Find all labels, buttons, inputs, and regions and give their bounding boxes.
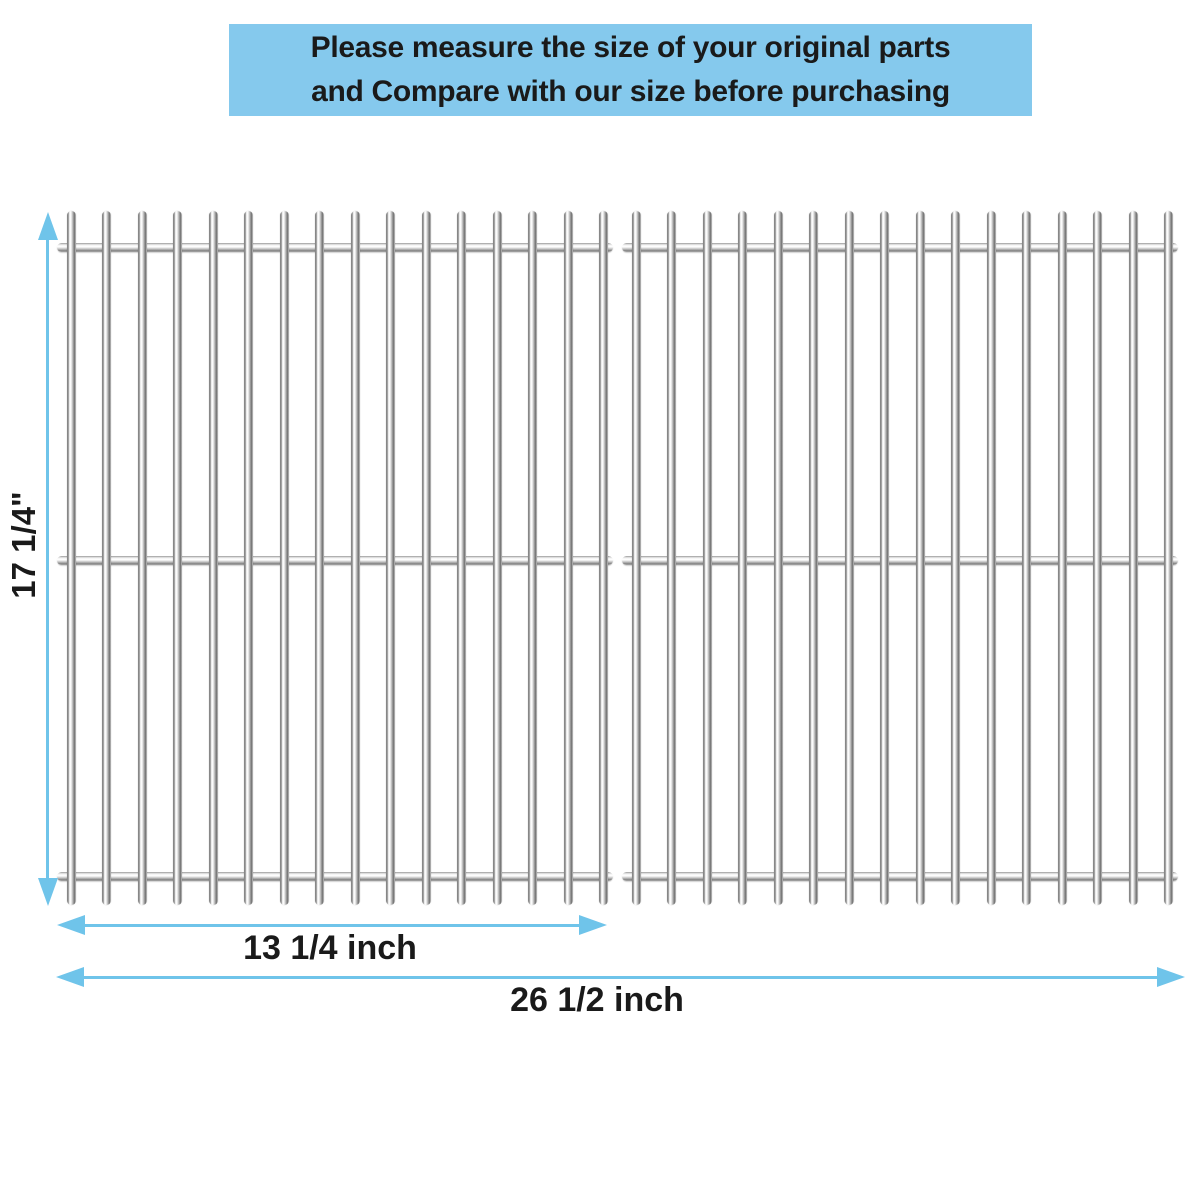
arrowhead-right-icon bbox=[579, 915, 607, 935]
banner-line1: Please measure the size of your original… bbox=[310, 31, 951, 64]
arrowhead-up-icon bbox=[38, 212, 58, 240]
grate-crossbar bbox=[622, 243, 1178, 252]
total-width-dimension-label: 26 1/2 inch bbox=[510, 981, 684, 1019]
grate-rod bbox=[492, 211, 502, 905]
grate-rod bbox=[1128, 211, 1138, 905]
banner-line2: and Compare with our size before purchas… bbox=[311, 75, 950, 108]
grate-rod bbox=[986, 211, 996, 905]
grate-crossbar bbox=[57, 243, 613, 252]
grate-crossbar bbox=[622, 872, 1178, 881]
arrowhead-down-icon bbox=[38, 878, 58, 906]
grate-rod bbox=[1022, 211, 1031, 905]
grate-rod bbox=[386, 211, 395, 905]
left-width-dimension-line bbox=[82, 924, 582, 927]
grate-rod bbox=[738, 211, 747, 905]
grate-rod bbox=[844, 211, 854, 905]
grate-crossbar bbox=[57, 872, 613, 881]
grate-rod bbox=[915, 211, 925, 905]
grate-rod bbox=[667, 211, 676, 905]
grate-rod bbox=[599, 211, 608, 905]
grate-rod bbox=[563, 211, 573, 905]
arrowhead-left-icon bbox=[57, 915, 85, 935]
grate-rod bbox=[102, 211, 111, 905]
grate-rod bbox=[173, 211, 182, 905]
grate-rod bbox=[1093, 211, 1102, 905]
left-width-dimension-label: 13 1/4 inch bbox=[243, 929, 417, 967]
grate-rod bbox=[315, 211, 324, 905]
grate-rod bbox=[1164, 211, 1173, 905]
grate-rod bbox=[951, 211, 960, 905]
grate-rod bbox=[457, 211, 466, 905]
grate-crossbar bbox=[57, 556, 613, 565]
grate-rod bbox=[880, 211, 889, 905]
notice-banner: Please measure the size of your original… bbox=[229, 24, 1032, 116]
height-dimension-label: 17 1/4" bbox=[5, 491, 42, 599]
grate-rod bbox=[208, 211, 218, 905]
grate-rod bbox=[702, 211, 712, 905]
arrowhead-left-icon bbox=[56, 967, 84, 987]
grate-rod bbox=[279, 211, 289, 905]
grate-rod bbox=[66, 211, 76, 905]
grate-rod bbox=[350, 211, 360, 905]
grate-rod bbox=[809, 211, 818, 905]
arrowhead-right-icon bbox=[1157, 967, 1185, 987]
grate-rod bbox=[421, 211, 431, 905]
grate-rod bbox=[244, 211, 253, 905]
height-dimension-line bbox=[46, 236, 49, 882]
grate-rod bbox=[773, 211, 783, 905]
grate-rod bbox=[528, 211, 537, 905]
total-width-dimension-line bbox=[81, 976, 1159, 979]
grate-crossbar bbox=[622, 556, 1178, 565]
grate-rod bbox=[137, 211, 147, 905]
grate-rod bbox=[1057, 211, 1067, 905]
grate-rod bbox=[631, 211, 641, 905]
